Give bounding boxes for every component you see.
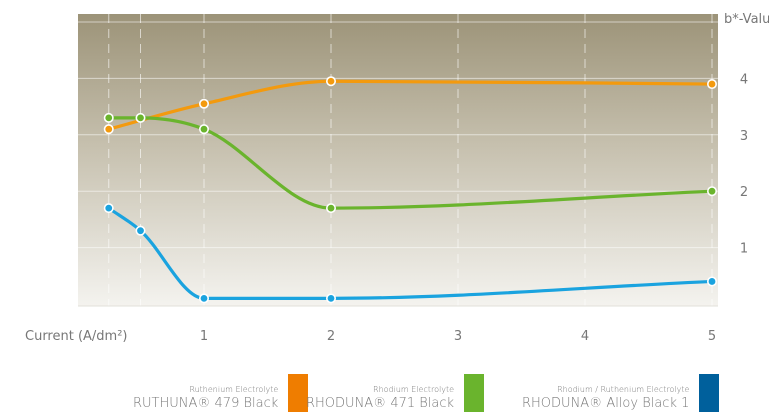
series-group: [103, 76, 717, 304]
y-axis-label: b*-Value: [724, 12, 769, 27]
legend-item-rhodium-ruthenium: Rhodium / Ruthenium Electrolyte RHODUNA®…: [522, 374, 720, 412]
data-point-ruthuna-479-black: [706, 79, 717, 90]
data-point-rhoduna-alloy-black-1: [103, 203, 114, 214]
x-axis-label: Current (A/dm²): [25, 329, 128, 344]
legend-swatch: [699, 374, 720, 412]
series-line-ruthuna-479-black: [107, 79, 714, 131]
data-point-ruthuna-479-black: [199, 98, 210, 109]
x-tick-label: 4: [581, 329, 589, 344]
legend-item-ruthenium: Ruthenium Electrolyte RUTHUNA® 479 Black: [133, 374, 309, 412]
data-point-rhoduna-alloy-black-1: [135, 225, 146, 236]
y-tick-label: 3: [740, 129, 748, 144]
data-point-rhoduna-alloy-black-1: [325, 293, 336, 304]
x-tick-label: 5: [708, 329, 716, 344]
legend-name: RHODUNA® Alloy Black 1: [522, 396, 690, 411]
data-point-rhoduna-471-black: [706, 186, 717, 197]
y-tick-label: 2: [740, 185, 748, 200]
data-point-rhoduna-alloy-black-1: [706, 276, 717, 287]
grid: [78, 14, 718, 307]
legend-swatch: [288, 374, 309, 412]
data-point-rhoduna-471-black: [199, 124, 210, 135]
legend-name: RHODUNA® 471 Black: [306, 396, 455, 411]
data-point-rhoduna-alloy-black-1: [199, 293, 210, 304]
chart: b*-Value Current (A/dm²) 1 2 3 4 5 1 2 3 4: [25, 12, 769, 344]
legend-category: Rhodium / Ruthenium Electrolyte: [557, 385, 690, 394]
legend-category: Rhodium Electrolyte: [373, 385, 455, 394]
legend-category: Ruthenium Electrolyte: [189, 385, 279, 394]
legend-item-rhodium: Rhodium Electrolyte RHODUNA® 471 Black: [306, 374, 485, 412]
legend-name: RUTHUNA® 479 Black: [133, 396, 279, 411]
x-tick-label: 1: [200, 329, 208, 344]
data-point-rhoduna-471-black: [325, 203, 336, 214]
x-tick-label: 3: [454, 329, 462, 344]
legend-swatch: [464, 374, 485, 412]
data-point-rhoduna-471-black: [103, 112, 114, 123]
data-point-ruthuna-479-black: [103, 124, 114, 135]
y-tick-label: 4: [740, 72, 748, 87]
plot-area: [78, 14, 718, 306]
x-tick-label: 2: [327, 329, 335, 344]
y-tick-label: 1: [740, 242, 748, 257]
axis-labels: b*-Value Current (A/dm²) 1 2 3 4 5 1 2 3 4: [25, 12, 769, 344]
data-point-rhoduna-471-black: [135, 112, 146, 123]
data-point-ruthuna-479-black: [325, 76, 336, 87]
